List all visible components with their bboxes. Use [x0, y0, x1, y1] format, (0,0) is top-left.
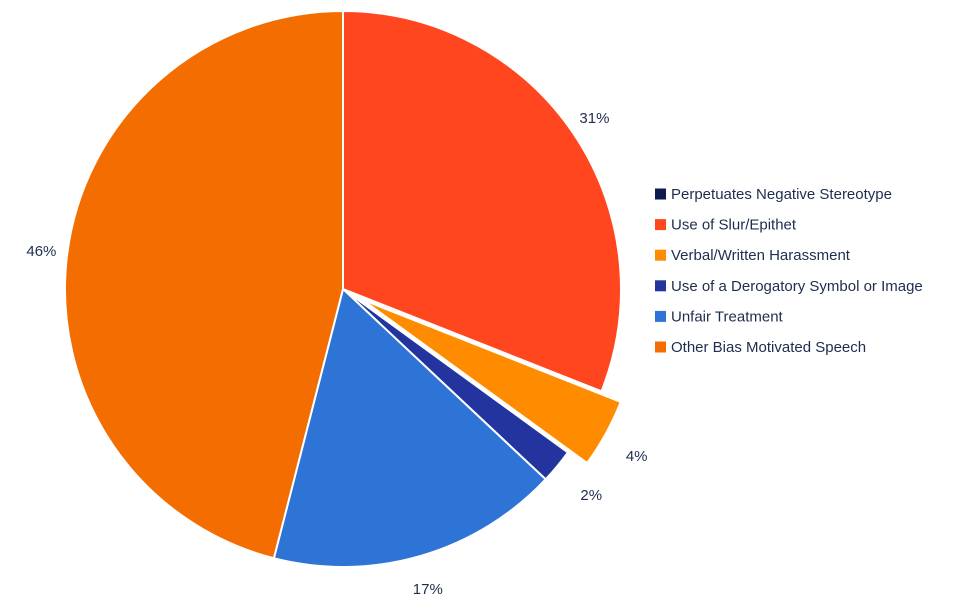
legend-swatch	[655, 341, 666, 353]
legend-item-unfair-treatment: Unfair Treatment	[655, 308, 784, 325]
legend-label: Other Bias Motivated Speech	[671, 339, 866, 356]
legend-item-use-of-a-derogatory-symbol-or-image: Use of a Derogatory Symbol or Image	[655, 278, 923, 295]
legend-swatch	[655, 310, 666, 322]
pie-slices	[64, 9, 623, 568]
pie-slice-other-bias-motivated-speech	[64, 9, 344, 560]
legend-label: Perpetuates Negative Stereotype	[671, 186, 892, 203]
pie-slice-verbal-written-harassment	[361, 298, 623, 465]
data-labels: 31% 4% 2% 17% 46%	[26, 110, 647, 598]
data-label-unfair-treatment: 17%	[413, 581, 443, 598]
legend-item-verbal-written-harassment: Verbal/Written Harassment	[655, 247, 851, 264]
legend-label: Unfair Treatment	[671, 308, 784, 325]
legend-label: Use of a Derogatory Symbol or Image	[671, 278, 923, 295]
pie-slice-use-of-slur-epithet	[342, 9, 622, 393]
legend-label: Use of Slur/Epithet	[671, 217, 797, 234]
legend-swatch	[655, 249, 666, 261]
legend-item-other-bias-motivated-speech: Other Bias Motivated Speech	[655, 339, 866, 356]
legend-swatch	[655, 219, 666, 231]
data-label-verbal-written-harassment: 4%	[626, 448, 648, 465]
legend-swatch	[655, 188, 666, 200]
legend-item-use-of-slur-epithet: Use of Slur/Epithet	[655, 217, 797, 234]
legend: Perpetuates Negative Stereotype Use of Sl…	[655, 186, 923, 356]
legend-item-perpetuates-negative-stereotype: Perpetuates Negative Stereotype	[655, 186, 892, 203]
data-label-use-of-slur-epithet: 31%	[579, 110, 609, 127]
data-label-other-bias-motivated-speech: 46%	[26, 243, 56, 260]
data-label-use-of-a-derogatory-symbol-or-image: 2%	[580, 487, 602, 504]
legend-label: Verbal/Written Harassment	[671, 247, 851, 264]
legend-swatch	[655, 280, 666, 292]
pie-slice-unfair-treatment	[272, 287, 548, 568]
